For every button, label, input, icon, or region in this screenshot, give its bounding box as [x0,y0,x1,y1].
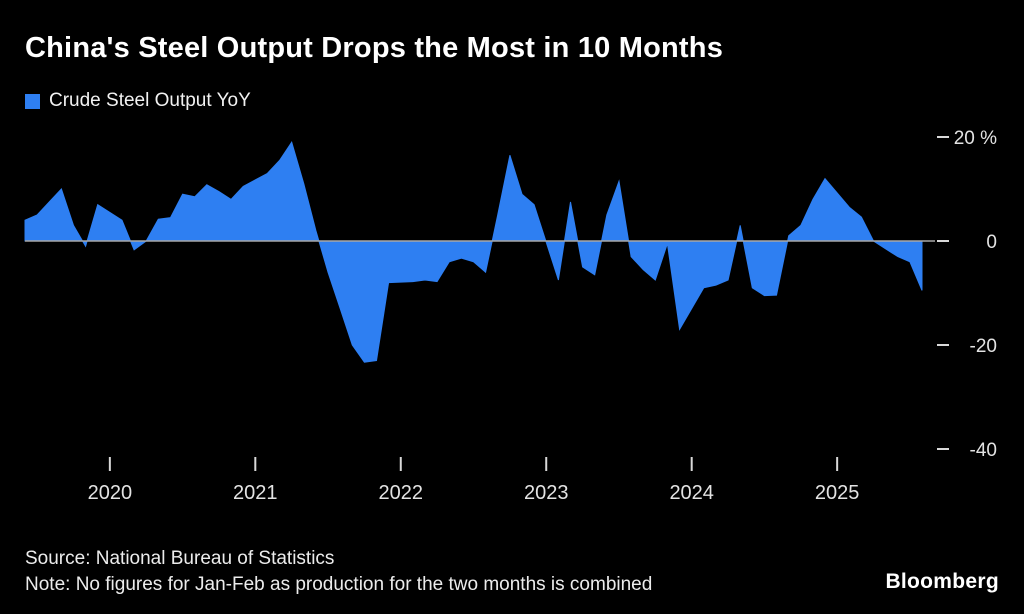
x-axis-label: 2024 [669,482,714,504]
bloomberg-logo: Bloomberg [885,570,999,593]
legend-label: Crude Steel Output YoY [49,90,251,111]
x-axis-label: 2025 [815,482,860,504]
series-area [24,141,923,363]
legend-swatch-icon [25,93,40,109]
chart-title: China's Steel Output Drops the Most in 1… [25,32,724,64]
x-axis-label: 2022 [379,482,424,504]
y-axis-label: 0 [986,232,997,253]
y-axis-label: 20 % [954,128,997,149]
footer: Source: National Bureau of Statistics No… [25,546,652,598]
y-axis-label: -40 [970,440,997,461]
x-axis-label: 2020 [88,482,133,504]
source-text: Source: National Bureau of Statistics [25,548,335,569]
chart-area: 20 % 0 -20 -40 2020 2021 2022 2023 2024 2025 [24,128,997,504]
legend: Crude Steel Output YoY [25,90,251,112]
x-axis-label: 2023 [524,482,569,504]
y-axis-label: -20 [970,336,997,357]
x-axis-label: 2021 [233,482,278,504]
note-text: Note: No figures for Jan-Feb as producti… [25,574,653,595]
